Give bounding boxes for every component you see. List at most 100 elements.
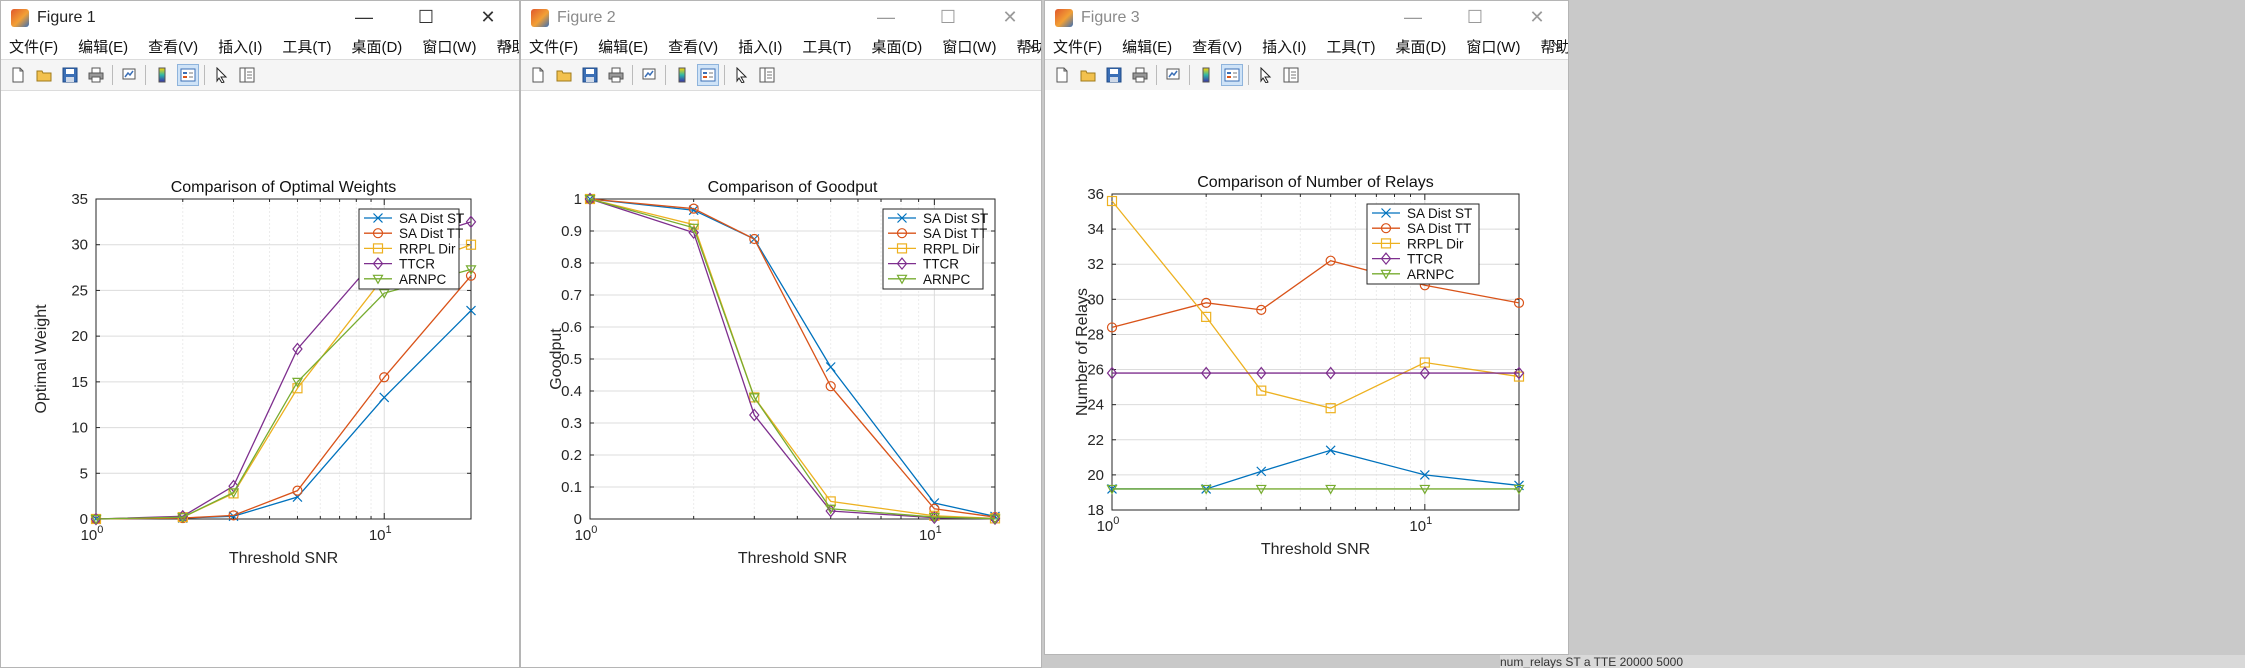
legend-item-rrpl-dir[interactable]: RRPL Dir xyxy=(364,241,456,256)
open-file-icon[interactable] xyxy=(33,64,55,86)
open-file-icon[interactable] xyxy=(1077,64,1099,86)
menu-item-7[interactable]: 帮助(H) xyxy=(1540,39,1569,56)
save-icon[interactable] xyxy=(59,64,81,86)
menu-overflow-icon[interactable]: ↘ xyxy=(1024,37,1035,52)
legend-item-sa-dist-st[interactable]: SA Dist ST xyxy=(888,211,988,226)
legend-icon[interactable] xyxy=(1221,64,1243,86)
legend-item-sa-dist-tt[interactable]: SA Dist TT xyxy=(888,226,987,241)
menu-item-4[interactable]: 工具(T) xyxy=(282,39,332,56)
legend-icon[interactable] xyxy=(697,64,719,86)
new-figure-icon[interactable] xyxy=(527,64,549,86)
menu-item-2[interactable]: 查看(V) xyxy=(668,39,719,56)
maximize-button[interactable]: ☐ xyxy=(939,7,957,27)
legend-item-sa-dist-st[interactable]: SA Dist ST xyxy=(364,211,464,226)
menu-item-3[interactable]: 插入(I) xyxy=(738,39,783,56)
title-bar[interactable]: Figure 1 — ☐ ✕ xyxy=(1,1,519,34)
menu-item-5[interactable]: 桌面(D) xyxy=(1395,39,1447,56)
link-plot-icon[interactable] xyxy=(1162,64,1184,86)
colorbar-icon[interactable] xyxy=(151,64,173,86)
menu-item-6[interactable]: 窗口(W) xyxy=(422,39,477,56)
menu-item-5[interactable]: 桌面(D) xyxy=(351,39,403,56)
data-point-ttcr-1 xyxy=(688,226,699,240)
legend-icon[interactable] xyxy=(177,64,199,86)
legend-item-sa-dist-tt[interactable]: SA Dist TT xyxy=(1372,221,1471,236)
menu-item-3[interactable]: 插入(I) xyxy=(1262,39,1307,56)
print-icon[interactable] xyxy=(85,64,107,86)
y-tick-label: 0.2 xyxy=(561,447,582,464)
legend-item-rrpl-dir[interactable]: RRPL Dir xyxy=(1372,236,1464,251)
menu-item-1[interactable]: 编辑(E) xyxy=(598,39,649,56)
menu-item-4[interactable]: 工具(T) xyxy=(802,39,852,56)
legend-item-sa-dist-st[interactable]: SA Dist ST xyxy=(1372,206,1472,221)
pointer-icon[interactable] xyxy=(210,64,232,86)
maximize-button[interactable]: ☐ xyxy=(1466,7,1484,27)
data-point-arnpc-2 xyxy=(227,488,240,499)
toolbar-separator xyxy=(1248,65,1249,85)
legend-item-arnpc[interactable]: ARNPC xyxy=(364,272,447,287)
menu-overflow-icon[interactable]: ↘ xyxy=(1551,37,1562,52)
save-icon[interactable] xyxy=(1103,64,1125,86)
save-icon[interactable] xyxy=(579,64,601,86)
menu-item-1[interactable]: 编辑(E) xyxy=(1122,39,1173,56)
property-inspector-icon[interactable] xyxy=(756,64,778,86)
menu-item-7[interactable]: 帮助(H) xyxy=(1016,39,1041,56)
minimize-button[interactable]: — xyxy=(355,7,373,27)
minimize-button[interactable]: — xyxy=(877,7,895,27)
x-tick-base: 10 xyxy=(919,527,936,544)
property-inspector-icon[interactable] xyxy=(236,64,258,86)
close-button[interactable]: ✕ xyxy=(1002,7,1018,27)
print-icon[interactable] xyxy=(1129,64,1151,86)
legend-item-rrpl-dir[interactable]: RRPL Dir xyxy=(888,241,980,256)
link-plot-icon[interactable] xyxy=(118,64,140,86)
legend-item-ttcr[interactable]: TTCR xyxy=(888,257,959,272)
x-tick-base: 10 xyxy=(1409,518,1426,535)
menu-item-2[interactable]: 查看(V) xyxy=(1192,39,1243,56)
series-arnpc xyxy=(1106,484,1525,495)
open-file-icon[interactable] xyxy=(553,64,575,86)
menu-item-1[interactable]: 编辑(E) xyxy=(78,39,129,56)
new-figure-icon[interactable] xyxy=(1051,64,1073,86)
title-bar[interactable]: Figure 2 — ☐ ✕ xyxy=(521,1,1041,34)
menu-item-2[interactable]: 查看(V) xyxy=(148,39,199,56)
series-line-sa-dist-st xyxy=(1112,449,1520,490)
menu-item-0[interactable]: 文件(F) xyxy=(529,39,579,56)
legend-item-ttcr[interactable]: TTCR xyxy=(364,257,435,272)
menu-overflow-icon[interactable]: ↘ xyxy=(502,37,513,52)
legend-marker-rrpl-dir xyxy=(372,243,384,254)
y-tick-label: 35 xyxy=(71,191,88,208)
close-button[interactable]: ✕ xyxy=(1529,7,1545,27)
legend-marker-ttcr xyxy=(896,257,908,271)
legend-item-arnpc[interactable]: ARNPC xyxy=(888,272,971,287)
legend-label: RRPL Dir xyxy=(1407,236,1464,251)
legend-item-sa-dist-tt[interactable]: SA Dist TT xyxy=(364,226,463,241)
title-bar[interactable]: Figure 3 — ☐ ✕ xyxy=(1045,1,1568,34)
menu-item-5[interactable]: 桌面(D) xyxy=(871,39,923,56)
menu-item-0[interactable]: 文件(F) xyxy=(1053,39,1103,56)
pointer-icon[interactable] xyxy=(1254,64,1276,86)
menu-item-0[interactable]: 文件(F) xyxy=(9,39,59,56)
colorbar-icon[interactable] xyxy=(1195,64,1217,86)
new-figure-icon[interactable] xyxy=(7,64,29,86)
menu-item-6[interactable]: 窗口(W) xyxy=(1466,39,1521,56)
legend-item-ttcr[interactable]: TTCR xyxy=(1372,252,1443,267)
series-sa-dist-tt xyxy=(90,270,477,525)
maximize-button[interactable]: ☐ xyxy=(417,7,435,27)
menu-item-6[interactable]: 窗口(W) xyxy=(942,39,997,56)
minimize-button[interactable]: — xyxy=(1404,7,1422,27)
legend-item-arnpc[interactable]: ARNPC xyxy=(1372,267,1455,282)
pointer-icon[interactable] xyxy=(730,64,752,86)
link-plot-icon[interactable] xyxy=(638,64,660,86)
property-inspector-icon[interactable] xyxy=(1280,64,1302,86)
legend-marker-sa-dist-st xyxy=(373,213,383,223)
y-tick-label: 0.8 xyxy=(561,255,582,272)
menu-item-7[interactable]: 帮助(H) xyxy=(496,39,519,56)
print-icon[interactable] xyxy=(605,64,627,86)
menu-item-4[interactable]: 工具(T) xyxy=(1326,39,1376,56)
colorbar-icon[interactable] xyxy=(671,64,693,86)
y-tick-label: 5 xyxy=(80,465,88,482)
close-button[interactable]: ✕ xyxy=(480,7,496,27)
menu-item-3[interactable]: 插入(I) xyxy=(218,39,263,56)
